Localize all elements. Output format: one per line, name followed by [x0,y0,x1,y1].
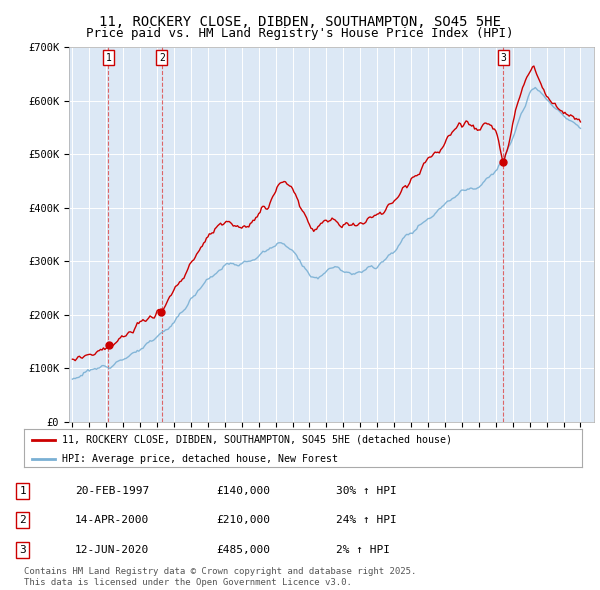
Text: £210,000: £210,000 [216,516,270,525]
Text: 2% ↑ HPI: 2% ↑ HPI [336,545,390,555]
Text: 20-FEB-1997: 20-FEB-1997 [75,486,149,496]
Text: 11, ROCKERY CLOSE, DIBDEN, SOUTHAMPTON, SO45 5HE (detached house): 11, ROCKERY CLOSE, DIBDEN, SOUTHAMPTON, … [62,435,452,445]
Text: 3: 3 [500,53,506,63]
Text: 3: 3 [19,545,26,555]
Text: 11, ROCKERY CLOSE, DIBDEN, SOUTHAMPTON, SO45 5HE: 11, ROCKERY CLOSE, DIBDEN, SOUTHAMPTON, … [99,15,501,29]
Text: 1: 1 [106,53,112,63]
Text: HPI: Average price, detached house, New Forest: HPI: Average price, detached house, New … [62,454,338,464]
Text: £140,000: £140,000 [216,486,270,496]
Text: 24% ↑ HPI: 24% ↑ HPI [336,516,397,525]
Text: £485,000: £485,000 [216,545,270,555]
Text: 2: 2 [19,516,26,525]
Text: 2: 2 [159,53,165,63]
Text: 30% ↑ HPI: 30% ↑ HPI [336,486,397,496]
Text: 1: 1 [19,486,26,496]
Text: 14-APR-2000: 14-APR-2000 [75,516,149,525]
Text: 12-JUN-2020: 12-JUN-2020 [75,545,149,555]
Text: Price paid vs. HM Land Registry's House Price Index (HPI): Price paid vs. HM Land Registry's House … [86,27,514,40]
Text: Contains HM Land Registry data © Crown copyright and database right 2025.
This d: Contains HM Land Registry data © Crown c… [24,568,416,586]
